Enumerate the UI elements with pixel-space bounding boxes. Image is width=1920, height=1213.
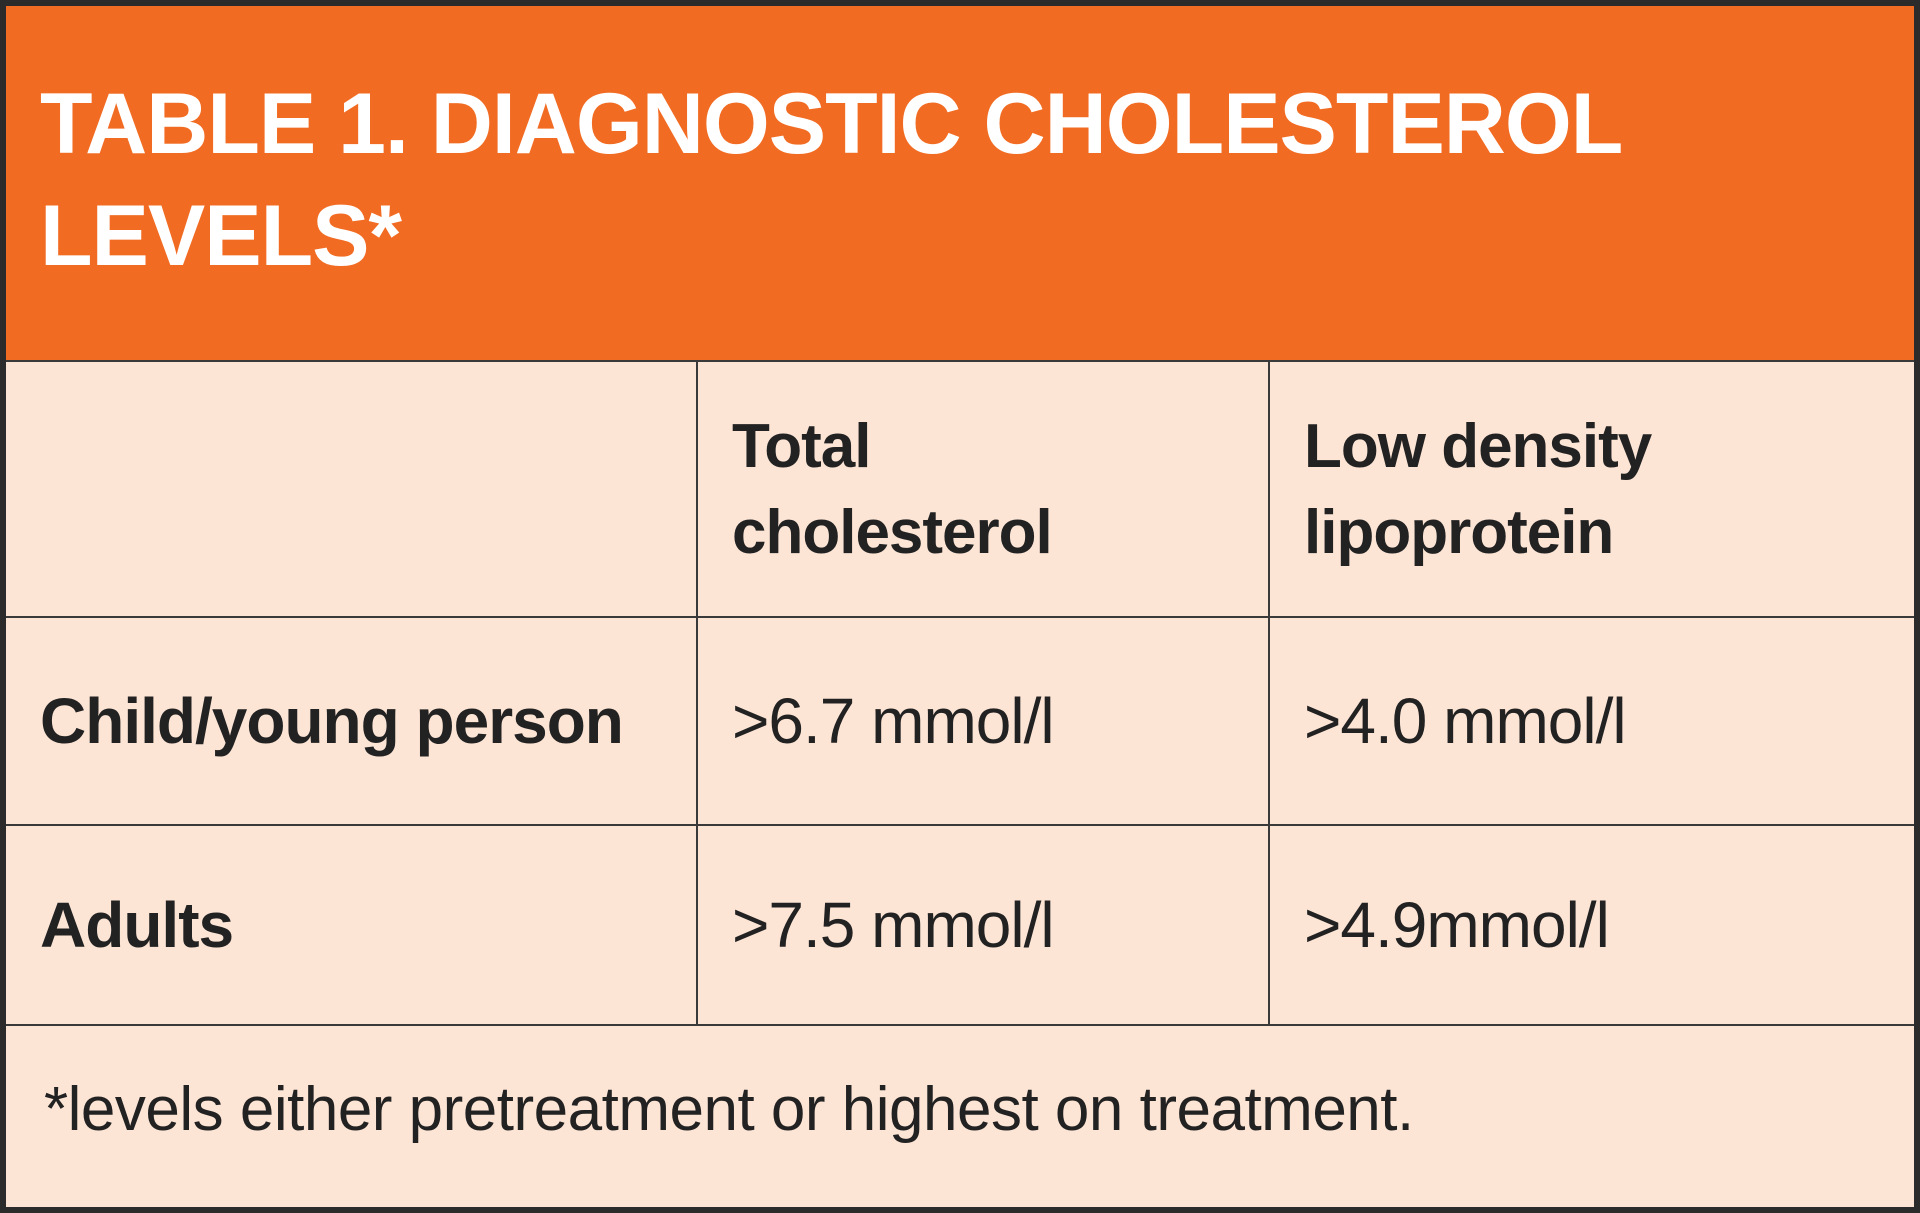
row-label-cell: Adults (6, 826, 698, 1024)
ldl-value-child: >4.0 mmol/l (1304, 685, 1627, 757)
table-title: TABLE 1. DIAGNOSTIC CHOLESTEROL LEVELS* (40, 76, 1623, 284)
ldl-cell: >4.9mmol/l (1270, 826, 1914, 1024)
total-cholesterol-cell: >7.5 mmol/l (698, 826, 1270, 1024)
table-grid: Total cholesterol Low density lipoprotei… (6, 362, 1914, 1026)
table-row: Adults >7.5 mmol/l >4.9mmol/l (6, 826, 1914, 1026)
row-label-adults: Adults (40, 889, 234, 961)
table-header-row: Total cholesterol Low density lipoprotei… (6, 362, 1914, 618)
total-cholesterol-value-adults: >7.5 mmol/l (732, 889, 1055, 961)
table-footnote: *levels either pretreatment or highest o… (44, 1075, 1414, 1144)
header-cell-empty (6, 362, 698, 616)
header-label-ldl: Low density lipoprotein (1304, 412, 1652, 567)
row-label-child: Child/young person (40, 685, 624, 757)
table-title-bar: TABLE 1. DIAGNOSTIC CHOLESTEROL LEVELS* (6, 6, 1914, 362)
total-cholesterol-cell: >6.7 mmol/l (698, 618, 1270, 824)
row-label-cell: Child/young person (6, 618, 698, 824)
header-label-total-cholesterol: Total cholesterol (732, 412, 1053, 567)
total-cholesterol-value-child: >6.7 mmol/l (732, 685, 1055, 757)
header-cell-ldl: Low density lipoprotein (1270, 362, 1914, 616)
ldl-cell: >4.0 mmol/l (1270, 618, 1914, 824)
ldl-value-adults: >4.9mmol/l (1304, 889, 1610, 961)
header-cell-total-cholesterol: Total cholesterol (698, 362, 1270, 616)
table-row: Child/young person >6.7 mmol/l >4.0 mmol… (6, 618, 1914, 826)
